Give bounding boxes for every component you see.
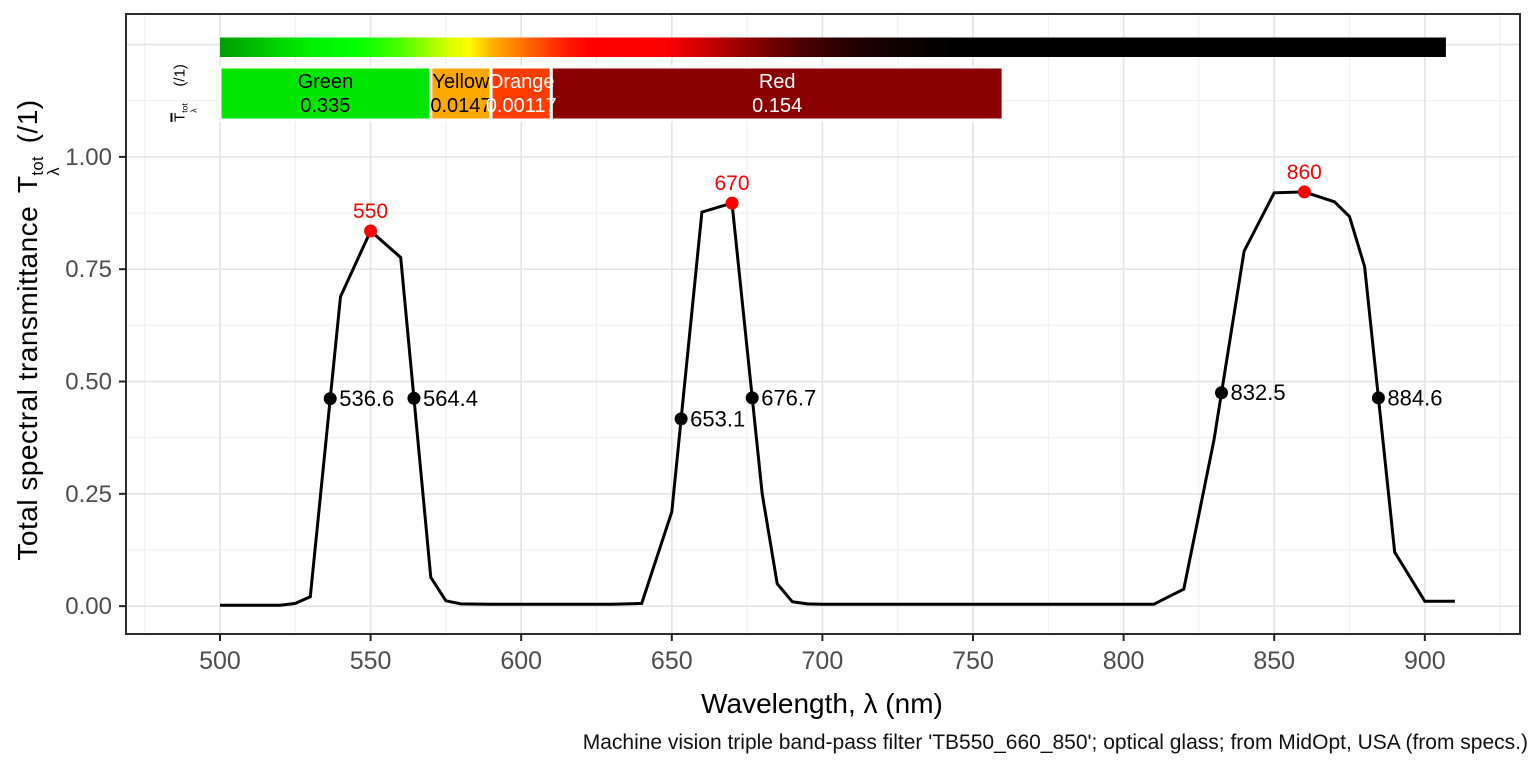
band-value-red: 0.154 — [752, 95, 802, 117]
x-tick-label: 800 — [1103, 647, 1145, 675]
y-tick-label: 0.50 — [65, 369, 112, 396]
mean-symbol-sub: λ — [188, 108, 199, 113]
peak-marker-860 — [1297, 185, 1311, 199]
x-tick-label: 500 — [199, 647, 241, 675]
x-tick-label: 550 — [350, 647, 392, 675]
band-red — [549, 65, 1005, 122]
halfmax-marker-676.7 — [745, 391, 759, 405]
halfmax-label-536.6: 536.6 — [339, 386, 394, 411]
mean-symbol: T — [170, 112, 189, 122]
band-name-yellow: Yellow — [432, 71, 490, 93]
peak-marker-550 — [364, 224, 378, 238]
halfmax-marker-653.1 — [674, 412, 688, 426]
x-tick-label: 750 — [952, 647, 994, 675]
halfmax-label-653.1: 653.1 — [690, 406, 745, 431]
x-axis-title: Wavelength, λ (nm) — [701, 688, 943, 719]
peak-label-550: 550 — [353, 200, 388, 223]
mean-unit: (/1) — [171, 64, 189, 87]
halfmax-label-832.5: 832.5 — [1231, 380, 1286, 405]
y-tick-label: 0.25 — [65, 481, 112, 508]
halfmax-marker-564.4 — [407, 391, 421, 405]
band-name-red: Red — [759, 71, 796, 93]
band-value-yellow: 0.0147 — [430, 95, 491, 117]
y-tick-label: 0.00 — [65, 593, 112, 620]
y-axis-unit: (/1) — [11, 99, 43, 144]
x-tick-label: 700 — [802, 647, 844, 675]
y-axis-title-text: Total spectral transmittance — [11, 205, 43, 561]
band-name-orange: Orange — [488, 71, 555, 93]
band-name-green: Green — [298, 71, 354, 93]
halfmax-label-884.6: 884.6 — [1387, 385, 1442, 410]
figure-caption: Machine vision triple band-pass filter '… — [582, 731, 1528, 754]
peak-label-670: 670 — [715, 172, 750, 195]
y-tick-label: 0.75 — [65, 256, 112, 283]
y-axis-symbol-sub: λ — [44, 166, 63, 176]
peak-marker-670 — [725, 196, 739, 210]
spectrum-gradient-bar — [219, 37, 1446, 57]
x-tick-label: 600 — [500, 647, 542, 675]
x-tick-label: 900 — [1404, 647, 1446, 675]
x-tick-label: 850 — [1253, 647, 1295, 675]
halfmax-marker-884.6 — [1371, 391, 1385, 405]
halfmax-label-676.7: 676.7 — [761, 385, 816, 410]
band-value-orange: 0.00117 — [486, 95, 557, 117]
y-axis-title: Total spectral transmittance T tot λ (/1) — [11, 99, 63, 561]
x-tick-label: 650 — [651, 647, 693, 675]
halfmax-marker-536.6 — [323, 392, 337, 406]
peak-label-860: 860 — [1287, 161, 1322, 184]
halfmax-marker-832.5 — [1215, 386, 1229, 400]
y-tick-label: 1.00 — [65, 144, 112, 171]
band-value-green: 0.335 — [300, 95, 350, 117]
halfmax-label-564.4: 564.4 — [423, 386, 478, 411]
